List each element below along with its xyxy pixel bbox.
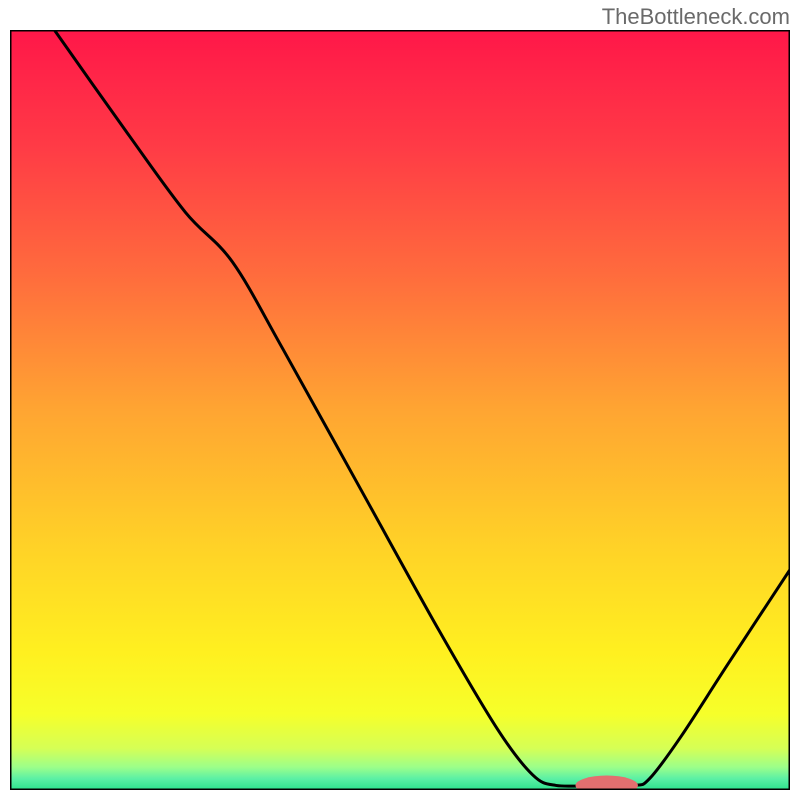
- gradient-background: [10, 30, 790, 790]
- bottleneck-curve-chart: [10, 30, 790, 790]
- plot-area: [10, 30, 790, 790]
- attribution-label: TheBottleneck.com: [602, 4, 790, 30]
- chart-frame: TheBottleneck.com: [0, 0, 800, 800]
